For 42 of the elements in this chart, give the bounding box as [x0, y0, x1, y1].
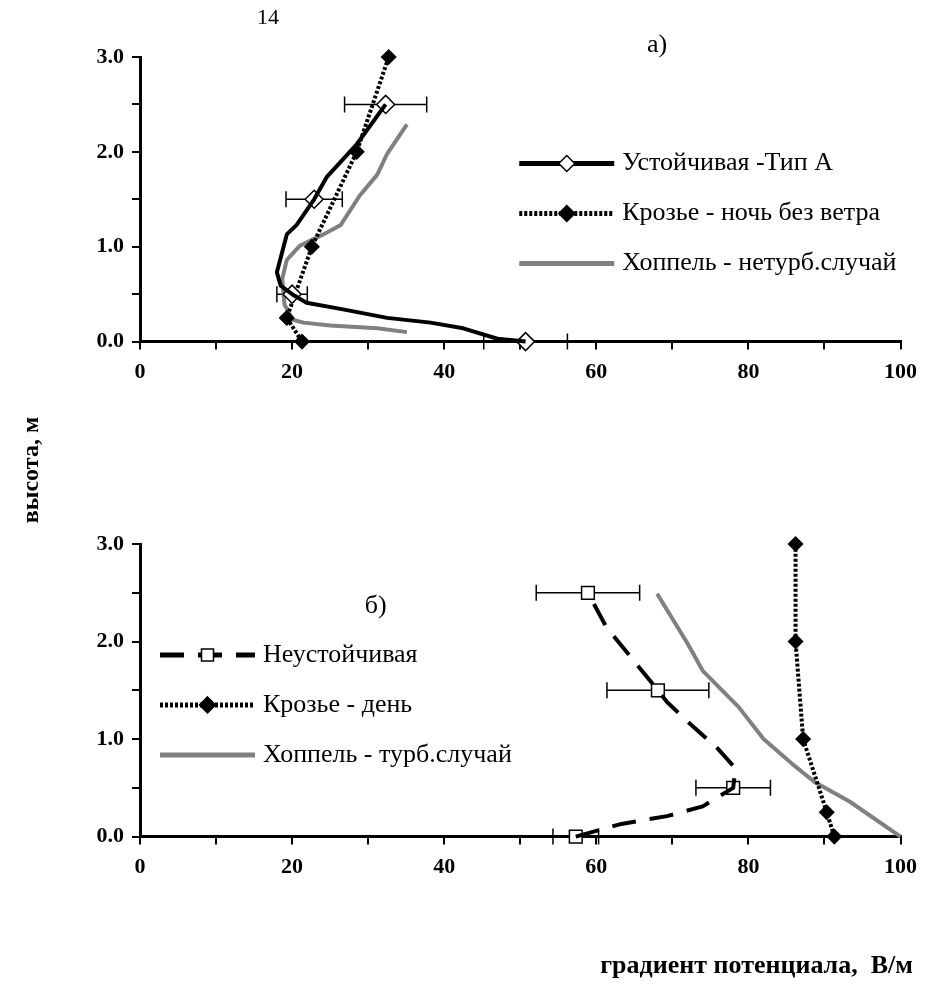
text: 14: [256, 4, 280, 30]
y-tick-label: 0.0: [96, 822, 124, 848]
y-tick-label: 2.0: [96, 137, 124, 163]
text: б): [364, 589, 387, 619]
legend-label: Хоппель - нетурб.случай: [622, 247, 897, 277]
point: [650, 683, 666, 698]
x-tick-label: 40: [433, 358, 456, 384]
chart-title: а): [647, 28, 668, 58]
y-tick-label: 3.0: [96, 529, 124, 555]
x-tick-label: 0: [134, 358, 146, 384]
x-tick-label: 60: [585, 358, 608, 384]
y-tick-label: 0.0: [96, 327, 124, 353]
point: [787, 536, 804, 552]
x-tick-label: 0: [134, 853, 146, 879]
point: [304, 238, 320, 255]
point: [580, 585, 596, 600]
legend-label: Крозье - ночь без ветра: [622, 197, 881, 227]
y-tick-label: 2.0: [96, 627, 124, 653]
x-tick-label: 80: [737, 358, 760, 384]
point: [294, 333, 310, 350]
x-axis-title: градиент потенциала, В/м: [600, 950, 913, 980]
y-axis-title: высота, м: [16, 416, 44, 524]
y-tick-label: 1.0: [96, 232, 124, 258]
legend-label: Крозье - день: [263, 688, 413, 718]
x-tick-label: 20: [281, 853, 304, 879]
x-tick-label: 40: [433, 853, 456, 879]
point: [795, 731, 811, 747]
point: [279, 310, 295, 326]
y-tick-label: 3.0: [96, 42, 124, 68]
x-tick-label: 100: [884, 358, 917, 384]
x-tick-label: 20: [281, 358, 304, 384]
point: [787, 633, 804, 650]
point: [380, 49, 397, 65]
x-tick-label: 60: [585, 853, 608, 879]
legend-label: Устойчивая -Тип А: [622, 147, 834, 177]
y-tick-label: 1.0: [96, 724, 124, 750]
point: [818, 804, 835, 820]
x-tick-label: 80: [737, 853, 760, 879]
legend-label: Хоппель - турб.случай: [263, 738, 512, 768]
x-tick-label: 100: [884, 853, 917, 879]
point: [826, 828, 843, 845]
legend-label: Неустойчивая: [263, 638, 418, 668]
